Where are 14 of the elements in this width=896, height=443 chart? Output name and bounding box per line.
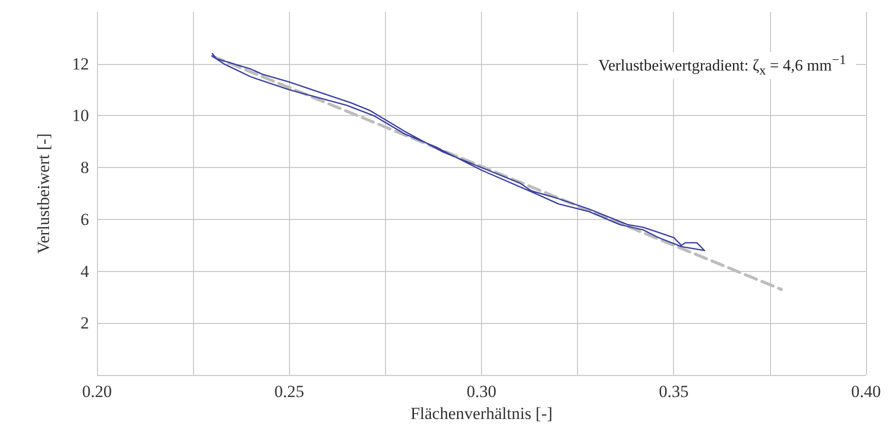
x-tick-label: 0.40 bbox=[851, 382, 881, 401]
x-tick-label: 0.30 bbox=[466, 382, 496, 401]
x-tick-label: 0.20 bbox=[82, 382, 112, 401]
y-tick-label: 2 bbox=[80, 314, 89, 333]
y-tick-label: 10 bbox=[72, 106, 89, 126]
x-tick-label: 0.35 bbox=[658, 382, 689, 401]
x-tick-label: 0.25 bbox=[274, 382, 304, 401]
y-tick-label: 6 bbox=[80, 210, 89, 229]
y-tick-label: 8 bbox=[80, 158, 89, 178]
y-tick-label: 12 bbox=[72, 54, 89, 74]
annotation: Verlustbeiwertgradient: ζ$_{x}$ = 4,6 mm$^{−1}$ bbox=[588, 52, 856, 79]
y-tick-label: 4 bbox=[80, 262, 90, 281]
y-axis-title: Verlustbeiwert [-] bbox=[34, 133, 53, 254]
x-axis-title: Flächenverhältnis [-] bbox=[410, 404, 553, 423]
